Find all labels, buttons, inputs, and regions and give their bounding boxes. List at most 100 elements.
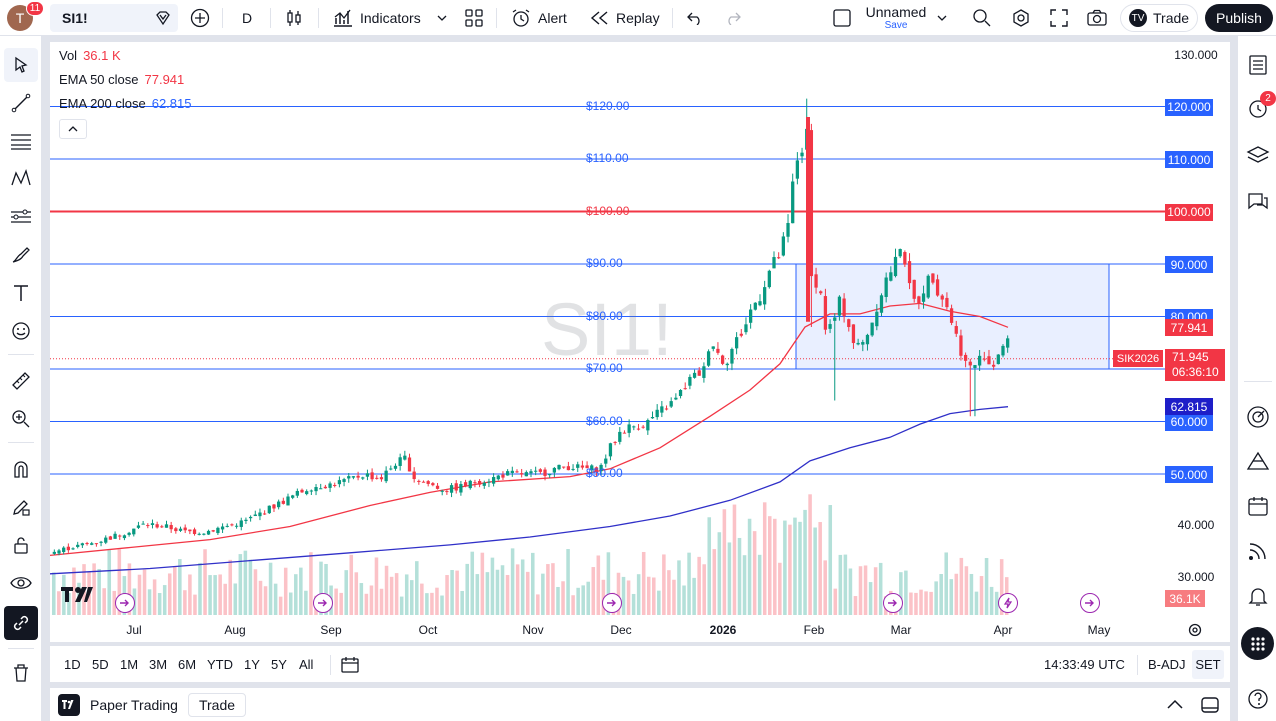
range-all[interactable]: All xyxy=(299,657,314,672)
calendar-button[interactable] xyxy=(1240,489,1276,523)
candle-body xyxy=(426,481,430,484)
candle-body xyxy=(683,388,687,390)
sync-drawings-tool[interactable] xyxy=(4,606,38,640)
diamond-icon[interactable] xyxy=(154,10,172,29)
help-button[interactable] xyxy=(1240,682,1276,716)
magnet-tool[interactable] xyxy=(4,452,38,486)
replay-button[interactable]: Replay xyxy=(590,0,660,36)
economic-event-icon[interactable] xyxy=(1080,593,1100,613)
candle-body xyxy=(706,351,711,366)
volume-bar xyxy=(470,551,475,615)
candle-body xyxy=(608,443,613,457)
economic-event-icon[interactable] xyxy=(602,593,622,613)
price-chart[interactable] xyxy=(50,42,1230,642)
save-label[interactable]: Save xyxy=(884,20,908,31)
redo-button[interactable] xyxy=(724,0,742,36)
pattern-tool[interactable] xyxy=(4,162,38,196)
remove-drawings-tool[interactable] xyxy=(4,656,38,690)
level-line-label: $110.00 xyxy=(586,151,629,165)
layout-name-block[interactable]: Unnamed Save xyxy=(862,4,930,32)
volume-bar xyxy=(954,573,959,615)
lock-drawings-tool[interactable] xyxy=(4,528,38,562)
interval-button[interactable]: D xyxy=(242,10,253,26)
legend-ema200[interactable]: EMA 200 close 62.815 xyxy=(59,96,191,111)
news-button[interactable] xyxy=(1240,534,1276,568)
clock[interactable]: 14:33:49 UTC xyxy=(1044,657,1125,672)
alerts-button[interactable] xyxy=(1240,91,1276,125)
screener-button[interactable] xyxy=(1240,400,1276,434)
economic-event-icon[interactable] xyxy=(313,593,333,613)
fullscreen-button[interactable] xyxy=(1049,0,1069,36)
volume-bar xyxy=(909,592,913,615)
expand-panel-button[interactable] xyxy=(1166,697,1184,715)
chart-settings-button[interactable] xyxy=(1187,622,1203,643)
candle-body xyxy=(113,533,117,539)
notifications-button[interactable] xyxy=(1240,579,1276,613)
candle-body xyxy=(342,479,346,482)
paper-trading-label[interactable]: Paper Trading xyxy=(90,697,178,713)
time-axis-label: Nov xyxy=(522,623,544,637)
level-line-label: $90.00 xyxy=(586,256,623,270)
cursor-tool[interactable] xyxy=(4,48,38,82)
range-6m[interactable]: 6M xyxy=(178,657,197,672)
range-5d[interactable]: 5D xyxy=(92,657,109,672)
range-1y[interactable]: 1Y xyxy=(244,657,260,672)
quick-search-button[interactable] xyxy=(972,0,992,36)
legend-volume[interactable]: Vol 36.1 K xyxy=(59,48,121,63)
settings-button[interactable] xyxy=(1011,0,1031,36)
stay-in-drawing-tool[interactable] xyxy=(4,490,38,524)
range-ytd[interactable]: YTD xyxy=(207,657,233,672)
hide-drawings-tool[interactable] xyxy=(4,566,38,600)
maximize-panel-button[interactable] xyxy=(1200,696,1220,719)
alert-button[interactable]: Alert xyxy=(510,0,567,36)
candle-body xyxy=(898,249,902,257)
volume-bar xyxy=(697,556,701,615)
emoji-tool[interactable] xyxy=(4,314,38,348)
volume-bar xyxy=(813,527,817,615)
range-1d[interactable]: 1D xyxy=(64,657,81,672)
range-3m[interactable]: 3M xyxy=(149,657,168,672)
chart-type-button[interactable] xyxy=(284,0,304,36)
prediction-tool[interactable] xyxy=(4,200,38,234)
earnings-event-icon[interactable] xyxy=(998,593,1018,613)
indicators-button[interactable]: Indicators xyxy=(332,0,447,36)
fib-tool[interactable] xyxy=(4,124,38,158)
footer-trade-button[interactable]: Trade xyxy=(188,693,246,717)
brush-tool[interactable] xyxy=(4,238,38,272)
chevron-down-icon[interactable] xyxy=(437,15,447,21)
time-axis-label: Aug xyxy=(224,623,246,637)
trade-button[interactable]: TV Trade xyxy=(1120,4,1198,32)
collapse-legend-button[interactable] xyxy=(59,119,87,139)
watchlist-button[interactable] xyxy=(1240,48,1276,82)
undo-button[interactable] xyxy=(686,0,704,36)
range-1m[interactable]: 1M xyxy=(120,657,139,672)
zoom-tool[interactable] xyxy=(4,402,38,436)
trendline-tool[interactable] xyxy=(4,86,38,120)
layout-chevron[interactable] xyxy=(937,0,947,36)
layouts-button[interactable] xyxy=(464,0,484,36)
range-5y[interactable]: 5Y xyxy=(271,657,287,672)
add-symbol-button[interactable] xyxy=(190,0,210,36)
session-toggle[interactable]: SET xyxy=(1192,650,1224,679)
economic-event-icon[interactable] xyxy=(115,593,135,613)
text-tool[interactable] xyxy=(4,276,38,310)
calendar-icon xyxy=(1248,497,1268,516)
object-tree-button[interactable] xyxy=(1240,138,1276,172)
adjustment-toggle[interactable]: B-ADJ xyxy=(1148,657,1186,672)
economic-event-icon[interactable] xyxy=(883,593,903,613)
measure-tool[interactable] xyxy=(4,364,38,398)
volume-bar xyxy=(415,561,419,615)
legend-ema50[interactable]: EMA 50 close 77.941 xyxy=(59,72,184,87)
goto-date-button[interactable] xyxy=(340,646,360,683)
symbol-search[interactable]: SI1! xyxy=(50,4,178,32)
fullscreen-icon xyxy=(1050,9,1068,27)
products-menu-button[interactable] xyxy=(1241,627,1274,660)
publish-button[interactable]: Publish xyxy=(1205,4,1273,32)
candle-body xyxy=(520,473,524,475)
layout-select[interactable] xyxy=(832,0,852,36)
volume-bar xyxy=(440,595,444,615)
snapshot-button[interactable] xyxy=(1086,0,1108,36)
chats-button[interactable] xyxy=(1240,185,1276,219)
ideas-button[interactable] xyxy=(1240,444,1276,478)
chart-pane[interactable]: Vol 36.1 K EMA 50 close 77.941 EMA 200 clo… xyxy=(50,42,1230,642)
